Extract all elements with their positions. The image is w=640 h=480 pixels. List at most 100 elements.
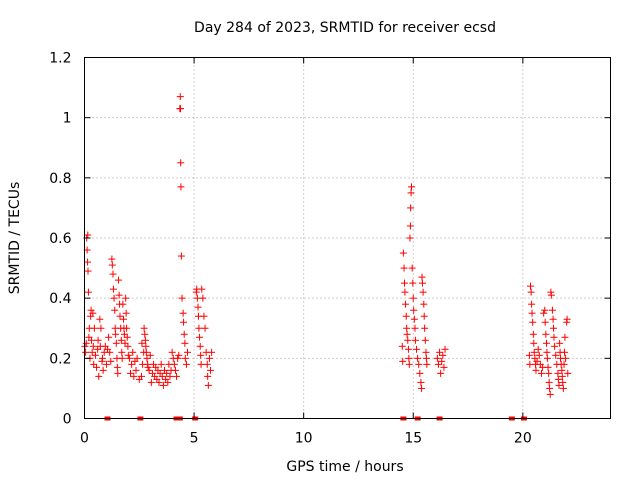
data-point xyxy=(433,354,441,362)
data-point xyxy=(535,351,543,359)
data-point xyxy=(561,333,569,341)
data-point xyxy=(416,369,424,377)
data-point xyxy=(411,336,419,344)
data-point xyxy=(407,204,415,212)
data-point xyxy=(163,369,171,377)
y-tick-label: 1 xyxy=(63,111,72,127)
data-point xyxy=(109,270,117,278)
data-point xyxy=(533,357,541,365)
data-point xyxy=(407,189,415,197)
data-point xyxy=(550,324,558,332)
y-tick-label: 0 xyxy=(63,412,72,428)
data-point xyxy=(559,378,567,386)
y-tick-label: 1.2 xyxy=(49,51,71,67)
data-point xyxy=(527,282,535,290)
data-point xyxy=(197,360,205,368)
data-point xyxy=(111,306,119,314)
data-point xyxy=(84,288,92,296)
y-tick-label: 0.4 xyxy=(49,291,71,307)
data-point xyxy=(543,354,551,362)
data-point xyxy=(560,348,568,356)
data-point xyxy=(144,363,152,371)
data-point xyxy=(181,339,189,347)
data-point xyxy=(116,312,124,320)
x-tick-label: 15 xyxy=(404,431,422,447)
data-point xyxy=(180,318,188,326)
data-point xyxy=(128,360,136,368)
data-point xyxy=(405,360,413,368)
data-point xyxy=(399,357,407,365)
data-point xyxy=(84,231,92,239)
data-point xyxy=(411,324,419,332)
data-point xyxy=(558,372,566,380)
data-point xyxy=(120,315,128,323)
x-tick-label: 0 xyxy=(80,431,89,447)
data-point xyxy=(184,348,192,356)
chart-title: Day 284 of 2023, SRMTID for receiver ecs… xyxy=(194,20,496,36)
data-point xyxy=(98,354,106,362)
data-point xyxy=(82,339,90,347)
y-tick-label: 0.2 xyxy=(49,351,71,367)
data-point xyxy=(404,345,412,353)
data-point xyxy=(541,318,549,326)
data-point xyxy=(110,294,118,302)
data-point xyxy=(543,339,551,347)
data-point xyxy=(94,336,102,344)
data-point xyxy=(89,309,97,317)
x-tick-label: 10 xyxy=(295,431,313,447)
data-point xyxy=(402,300,410,308)
data-point xyxy=(417,378,425,386)
data-point xyxy=(171,366,179,374)
data-point xyxy=(204,372,212,380)
data-point xyxy=(118,348,126,356)
data-point xyxy=(96,315,104,323)
data-point xyxy=(106,348,114,356)
y-axis-label: SRMTID / TECUs xyxy=(7,182,23,295)
data-point xyxy=(438,357,446,365)
data-point xyxy=(559,384,567,392)
data-point xyxy=(201,324,209,332)
data-point xyxy=(554,375,562,383)
data-point xyxy=(413,345,421,353)
data-point xyxy=(196,342,204,350)
data-point xyxy=(543,348,551,356)
data-point xyxy=(127,369,135,377)
data-point xyxy=(93,363,101,371)
data-point xyxy=(181,354,189,362)
data-point xyxy=(437,369,445,377)
data-point xyxy=(122,294,130,302)
data-point xyxy=(132,366,140,374)
data-point xyxy=(196,333,204,341)
data-point xyxy=(405,354,413,362)
data-point xyxy=(158,372,166,380)
data-point xyxy=(409,294,417,302)
data-point xyxy=(177,252,185,260)
data-point xyxy=(109,285,117,293)
data-point xyxy=(143,354,151,362)
data-point xyxy=(90,324,98,332)
data-point xyxy=(84,267,92,275)
data-point xyxy=(124,342,132,350)
data-point xyxy=(118,354,126,362)
data-point xyxy=(530,348,538,356)
data-point xyxy=(414,354,422,362)
data-point xyxy=(420,300,428,308)
data-point xyxy=(133,354,141,362)
data-point xyxy=(142,348,150,356)
data-point xyxy=(125,354,133,362)
data-point xyxy=(207,366,215,374)
data-point xyxy=(546,390,554,398)
data-point xyxy=(91,351,99,359)
data-point xyxy=(534,345,542,353)
data-point xyxy=(88,348,96,356)
data-point xyxy=(418,384,426,392)
data-point xyxy=(178,294,186,302)
data-point xyxy=(90,360,98,368)
data-point xyxy=(419,288,427,296)
data-point xyxy=(409,279,417,287)
data-point xyxy=(108,255,116,263)
data-point xyxy=(541,306,549,314)
data-point xyxy=(124,351,132,359)
data-point xyxy=(173,372,181,380)
